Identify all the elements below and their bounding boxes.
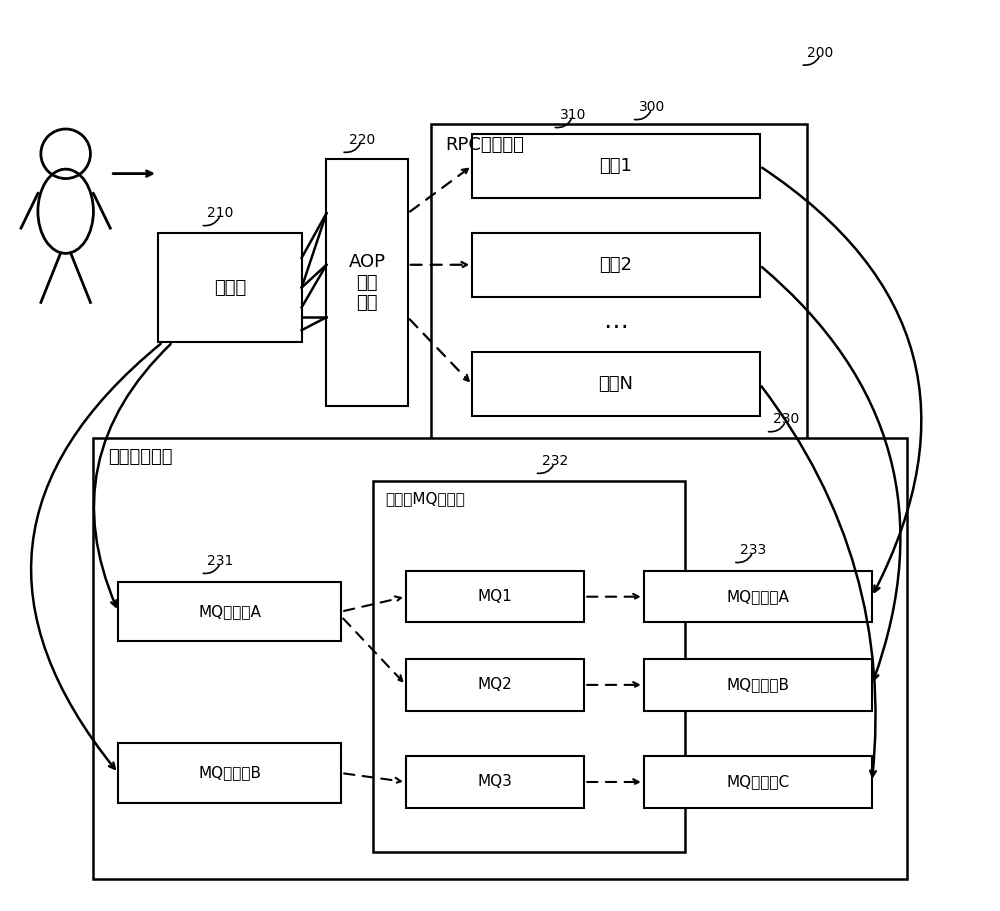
Bar: [93, 438, 907, 879]
Text: 服务2: 服务2: [600, 256, 633, 274]
Text: 230: 230: [773, 413, 799, 426]
Bar: [406, 756, 584, 808]
Text: 客户端: 客户端: [214, 279, 246, 297]
Text: 233: 233: [740, 543, 766, 557]
Bar: [118, 743, 341, 803]
Text: MQ消费者B: MQ消费者B: [726, 678, 789, 692]
Bar: [644, 660, 872, 711]
Text: MQ生产者A: MQ生产者A: [198, 604, 261, 619]
Text: ⋯: ⋯: [604, 315, 629, 339]
Text: MQ1: MQ1: [478, 589, 512, 604]
Bar: [472, 233, 760, 298]
Text: MQ2: MQ2: [478, 678, 512, 692]
Bar: [472, 134, 760, 199]
Text: RPC服务集群: RPC服务集群: [445, 136, 524, 154]
Bar: [644, 571, 872, 622]
Text: 服务N: 服务N: [599, 375, 634, 394]
Bar: [118, 582, 341, 641]
Bar: [472, 352, 760, 416]
Text: 231: 231: [207, 554, 234, 568]
Text: AOP
拦截
组件: AOP 拦截 组件: [349, 252, 386, 312]
Text: 310: 310: [560, 108, 586, 122]
Text: 分布式MQ服务器: 分布式MQ服务器: [385, 491, 465, 506]
Bar: [644, 756, 872, 808]
Bar: [373, 481, 685, 853]
Text: MQ消费者A: MQ消费者A: [726, 589, 789, 604]
Text: 210: 210: [207, 206, 234, 220]
Bar: [406, 571, 584, 622]
Text: MQ消费者C: MQ消费者C: [726, 774, 789, 790]
Text: 200: 200: [807, 46, 834, 59]
Bar: [431, 124, 807, 446]
Text: 异步调用组件: 异步调用组件: [108, 448, 173, 466]
Text: 服务1: 服务1: [600, 158, 632, 175]
Text: MQ生产者B: MQ生产者B: [198, 765, 261, 781]
Text: 220: 220: [349, 133, 376, 147]
Text: MQ3: MQ3: [478, 774, 512, 790]
Bar: [326, 159, 408, 406]
Bar: [406, 660, 584, 711]
Text: 232: 232: [542, 454, 568, 468]
Text: 300: 300: [639, 100, 665, 114]
Bar: [158, 233, 302, 342]
